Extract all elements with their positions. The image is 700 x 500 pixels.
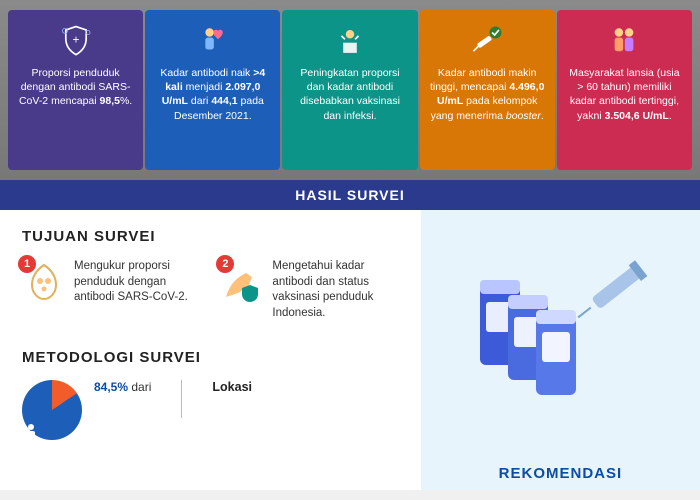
- lokasi-label: Lokasi: [212, 380, 252, 394]
- rekomendasi-title: REKOMENDASI: [499, 465, 623, 482]
- protection-icon: [333, 22, 367, 60]
- vaccine-vials-icon: [460, 240, 660, 420]
- person-heart-icon: [196, 22, 230, 60]
- lower-section: TUJUAN SURVEI 1 Mengukur proporsi pendud…: [0, 210, 700, 490]
- card-proportion: + Proporsi penduduk dengan antibodi SARS…: [8, 10, 143, 170]
- metodologi-title: METODOLOGI SURVEI: [22, 349, 399, 366]
- section-banner-hasil: HASIL SURVEI: [0, 180, 700, 210]
- elderly-icon: [607, 22, 641, 60]
- card-elderly: Masyarakat lansia (usia > 60 tahun) memi…: [557, 10, 692, 170]
- card-text: Kadar antibodi makin tinggi, mencapai 4.…: [428, 66, 547, 123]
- syringe-check-icon: [470, 22, 504, 60]
- tujuan-text-1: Mengukur proporsi penduduk dengan antibo…: [74, 259, 200, 321]
- card-booster: Kadar antibodi makin tinggi, mencapai 4.…: [420, 10, 555, 170]
- survey-result-cards: + Proporsi penduduk dengan antibodi SARS…: [0, 0, 700, 180]
- arm-shield-icon: 2: [220, 259, 264, 303]
- shield-virus-icon: +: [59, 22, 93, 60]
- tujuan-items: 1 Mengukur proporsi penduduk dengan anti…: [22, 259, 399, 321]
- left-column: TUJUAN SURVEI 1 Mengukur proporsi pendud…: [0, 210, 421, 490]
- svg-text:+: +: [72, 33, 79, 47]
- badge-1: 1: [18, 255, 36, 273]
- tujuan-item-2: 2 Mengetahui kadar antibodi dan status v…: [220, 259, 398, 321]
- tujuan-title: TUJUAN SURVEI: [22, 228, 399, 245]
- vertical-divider: [181, 380, 182, 418]
- people-icon: [16, 420, 38, 442]
- tujuan-text-2: Mengetahui kadar antibodi dan status vak…: [272, 259, 398, 321]
- metodologi-row: 84,5% dari Lokasi: [22, 380, 399, 440]
- card-text: Peningkatan proporsi dan kadar antibodi …: [290, 66, 409, 123]
- family-icon: 1: [22, 259, 66, 303]
- card-text: Kadar antibodi naik >4 kali menjadi 2.09…: [153, 66, 272, 123]
- card-text: Masyarakat lansia (usia > 60 tahun) memi…: [565, 66, 684, 123]
- right-column: REKOMENDASI: [421, 210, 700, 490]
- tujuan-item-1: 1 Mengukur proporsi penduduk dengan anti…: [22, 259, 200, 321]
- card-cause: Peningkatan proporsi dan kadar antibodi …: [282, 10, 417, 170]
- card-antibody-rise: Kadar antibodi naik >4 kali menjadi 2.09…: [145, 10, 280, 170]
- card-text: Proporsi penduduk dengan antibodi SARS-C…: [16, 66, 135, 109]
- sample-text: 84,5% dari: [94, 380, 151, 394]
- sample-pie-chart: [22, 380, 82, 440]
